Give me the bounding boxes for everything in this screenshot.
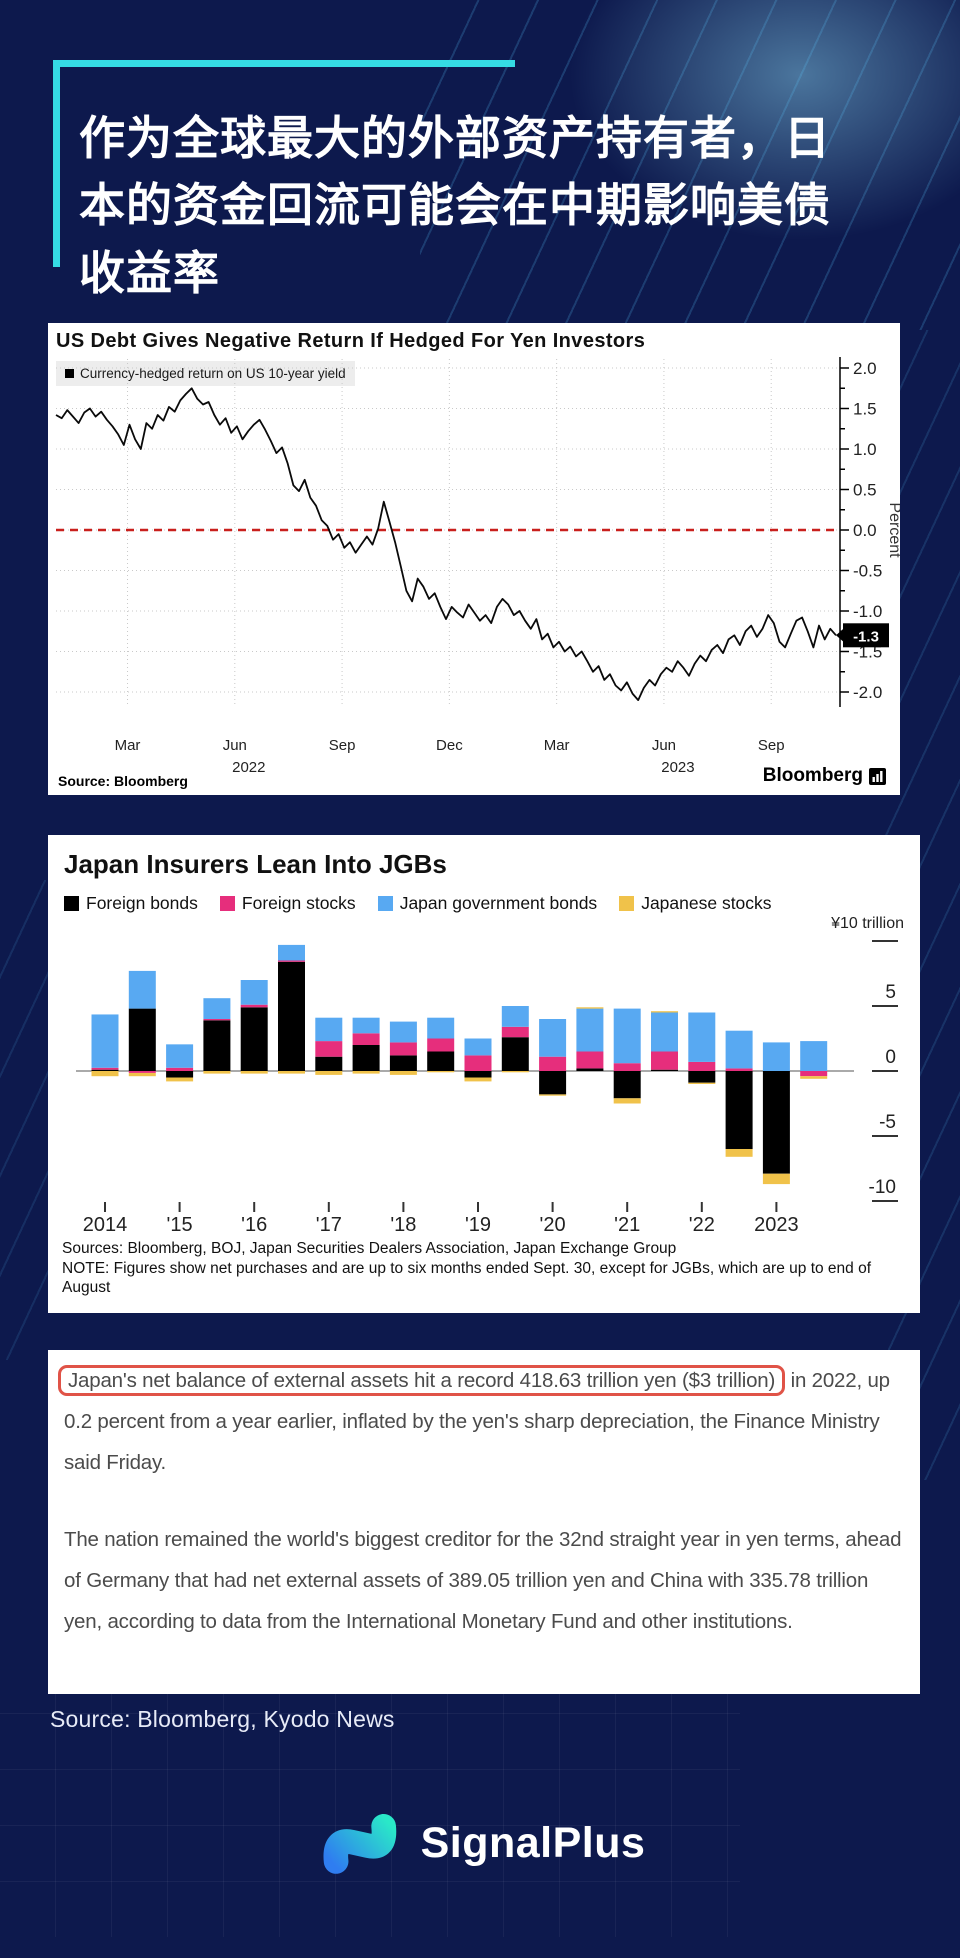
svg-text:Mar: Mar bbox=[115, 737, 141, 754]
highlighted-sentence: Japan's net balance of external assets h… bbox=[58, 1365, 786, 1396]
svg-text:1.0: 1.0 bbox=[853, 440, 877, 459]
svg-text:-1.0: -1.0 bbox=[853, 602, 882, 621]
svg-text:Jun: Jun bbox=[223, 737, 247, 754]
svg-text:2014: 2014 bbox=[83, 1214, 128, 1235]
legend-item: Japanese stocks bbox=[619, 893, 772, 914]
svg-text:5: 5 bbox=[885, 982, 896, 1003]
yield-chart-legend-label: Currency-hedged return on US 10-year yie… bbox=[80, 366, 346, 381]
svg-text:2023: 2023 bbox=[661, 759, 694, 776]
svg-text:Sep: Sep bbox=[758, 737, 785, 754]
legend-item-label: Foreign stocks bbox=[241, 893, 356, 913]
svg-text:-10: -10 bbox=[869, 1177, 896, 1198]
yield-chart-source: Source: Bloomberg bbox=[58, 773, 188, 789]
insurers-chart-sources: Sources: Bloomberg, BOJ, Japan Securitie… bbox=[62, 1240, 677, 1257]
bloomberg-mark-icon bbox=[869, 767, 886, 785]
svg-text:2022: 2022 bbox=[232, 759, 265, 776]
insurers-chart-legend: Foreign bonds Foreign stocks Japan governm… bbox=[64, 893, 772, 914]
svg-text:Dec: Dec bbox=[436, 737, 463, 754]
svg-text:0.0: 0.0 bbox=[853, 521, 877, 540]
legend-item-label: Japanese stocks bbox=[641, 893, 772, 913]
bloomberg-wordmark: Bloomberg bbox=[762, 765, 863, 786]
legend-swatch-icon bbox=[619, 896, 635, 911]
article-panel: Japan's net balance of external assets h… bbox=[48, 1350, 920, 1694]
svg-text:0: 0 bbox=[885, 1047, 896, 1068]
yield-chart-title: US Debt Gives Negative Return If Hedged … bbox=[56, 330, 646, 352]
svg-text:-0.5: -0.5 bbox=[853, 562, 882, 581]
svg-text:Jun: Jun bbox=[652, 737, 676, 754]
insurers-chart-notes: Sources: Bloomberg, BOJ, Japan Securitie… bbox=[62, 1239, 908, 1298]
bloomberg-brand: Bloomberg bbox=[763, 765, 886, 787]
insurers-chart-panel: Japan Insurers Lean Into JGBs Foreign bo… bbox=[48, 835, 920, 1313]
legend-swatch-icon bbox=[377, 896, 393, 911]
signalplus-logo-icon bbox=[323, 1813, 396, 1874]
svg-text:2023: 2023 bbox=[754, 1214, 799, 1235]
insurers-chart-note: NOTE: Figures show net purchases and are… bbox=[62, 1259, 872, 1297]
svg-text:'20: '20 bbox=[540, 1214, 566, 1235]
insurers-chart-title: Japan Insurers Lean Into JGBs bbox=[64, 849, 447, 879]
legend-item: Japan government bonds bbox=[377, 893, 598, 914]
svg-text:-2.0: -2.0 bbox=[853, 683, 882, 702]
insurers-chart-svg: 5 0 -5 -10 2014 '15 '16 '17 '18 '19 '20 '21 '22 2023 bbox=[76, 940, 898, 1235]
background-glow bbox=[570, 0, 960, 240]
svg-text:-1.3: -1.3 bbox=[853, 628, 879, 645]
yield-chart-svg: -2.0-1.5-1.0-0.50.00.51.01.52.0-1.3Perce… bbox=[55, 357, 900, 776]
signalplus-logo: SignalPlus bbox=[0, 1808, 960, 1878]
article-paragraph-2: The nation remained the world's biggest … bbox=[64, 1528, 902, 1633]
legend-item-label: Japan government bonds bbox=[399, 893, 598, 913]
svg-text:'18: '18 bbox=[390, 1214, 416, 1235]
legend-swatch-icon bbox=[65, 369, 74, 378]
footer-source: Source: Bloomberg, Kyodo News bbox=[50, 1706, 395, 1732]
headline-accent-top-bar bbox=[53, 60, 515, 67]
background-diagonal-lines-top-right bbox=[420, 0, 960, 330]
legend-item: Foreign bonds bbox=[64, 893, 198, 914]
svg-text:2.0: 2.0 bbox=[853, 359, 877, 378]
background-grid bbox=[0, 1692, 740, 1937]
signalplus-logo-text: SignalPlus bbox=[420, 1818, 646, 1867]
legend-swatch-icon bbox=[64, 896, 79, 911]
paragraph-1-rest: in 2022, up 0.2 percent from a year earl… bbox=[64, 1369, 890, 1474]
svg-text:'22: '22 bbox=[689, 1214, 715, 1235]
svg-text:'15: '15 bbox=[167, 1214, 193, 1235]
svg-text:'17: '17 bbox=[316, 1214, 342, 1235]
headline-accent-left-bar bbox=[53, 60, 60, 267]
yield-chart-legend: Currency-hedged return on US 10-year yie… bbox=[56, 361, 355, 386]
article-paragraph-1: Japan's net balance of external assets h… bbox=[58, 1360, 904, 1483]
svg-text:-5: -5 bbox=[879, 1112, 896, 1133]
svg-text:0.5: 0.5 bbox=[853, 481, 877, 500]
svg-text:'21: '21 bbox=[614, 1214, 640, 1235]
background-diagonal-lines-left bbox=[0, 880, 48, 1360]
legend-swatch-icon bbox=[219, 896, 235, 911]
svg-text:1.5: 1.5 bbox=[853, 400, 877, 419]
svg-text:'19: '19 bbox=[465, 1214, 491, 1235]
headline-text: 作为全球最大的外部资产持有者，日本的资金回流可能会在中期影响美债收益率 bbox=[79, 111, 831, 300]
legend-item: Foreign stocks bbox=[219, 893, 356, 914]
svg-text:Mar: Mar bbox=[544, 737, 570, 754]
svg-text:Percent: Percent bbox=[886, 502, 900, 558]
legend-item-label: Foreign bonds bbox=[86, 893, 198, 913]
y-axis-unit-label: ¥10 trillion bbox=[831, 915, 904, 932]
svg-text:'16: '16 bbox=[241, 1214, 267, 1235]
yield-chart-panel: US Debt Gives Negative Return If Hedged … bbox=[48, 323, 900, 795]
svg-text:Sep: Sep bbox=[329, 737, 356, 754]
